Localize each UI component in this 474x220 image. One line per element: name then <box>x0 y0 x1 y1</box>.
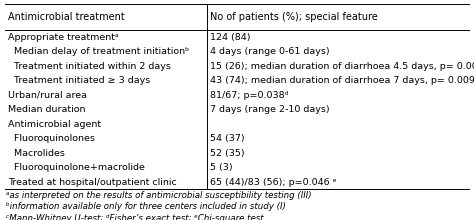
Text: 5 (3): 5 (3) <box>210 163 232 172</box>
Text: No of patients (%); special feature: No of patients (%); special feature <box>210 12 378 22</box>
Text: 124 (84): 124 (84) <box>210 33 250 42</box>
Text: Antimicrobial agent: Antimicrobial agent <box>8 120 101 129</box>
Text: 81/67; p=0.038ᵈ: 81/67; p=0.038ᵈ <box>210 91 288 100</box>
Text: Treatment initiated ≥ 3 days: Treatment initiated ≥ 3 days <box>8 76 150 85</box>
Text: 43 (74); median duration of diarrhoea 7 days, p= 0.009ᶜ: 43 (74); median duration of diarrhoea 7 … <box>210 76 474 85</box>
Text: Treatment initiated within 2 days: Treatment initiated within 2 days <box>8 62 171 71</box>
Text: Antimicrobial treatment: Antimicrobial treatment <box>8 12 125 22</box>
Text: Median duration: Median duration <box>8 105 85 114</box>
Text: 15 (26); median duration of diarrhoea 4.5 days, p= 0.009ᶜ: 15 (26); median duration of diarrhoea 4.… <box>210 62 474 71</box>
Text: 54 (37): 54 (37) <box>210 134 245 143</box>
Text: Fluoroquinolone+macrolide: Fluoroquinolone+macrolide <box>8 163 145 172</box>
Text: 52 (35): 52 (35) <box>210 149 245 158</box>
Text: 7 days (range 2-10 days): 7 days (range 2-10 days) <box>210 105 329 114</box>
Text: 65 (44)/83 (56); p=0.046 ᵉ: 65 (44)/83 (56); p=0.046 ᵉ <box>210 178 337 187</box>
Text: Median delay of treatment initiationᵇ: Median delay of treatment initiationᵇ <box>8 47 189 56</box>
Text: Macrolides: Macrolides <box>8 149 65 158</box>
Text: Fluoroquinolones: Fluoroquinolones <box>8 134 95 143</box>
Text: ᵇinformation available only for three centers included in study (I): ᵇinformation available only for three ce… <box>6 202 286 211</box>
Text: ᵃas interpreted on the results of antimicrobial susceptibility testing (III): ᵃas interpreted on the results of antimi… <box>6 191 311 200</box>
Text: Appropriate treatmentᵃ: Appropriate treatmentᵃ <box>8 33 119 42</box>
Text: Treated at hospital/outpatient clinic: Treated at hospital/outpatient clinic <box>8 178 177 187</box>
Text: ᶜMann-Whitney U-test; ᵈFisher’s exact test; ᵉChi-square test: ᶜMann-Whitney U-test; ᵈFisher’s exact te… <box>6 214 264 220</box>
Text: Urban/rural area: Urban/rural area <box>8 91 87 100</box>
Text: 4 days (range 0-61 days): 4 days (range 0-61 days) <box>210 47 329 56</box>
